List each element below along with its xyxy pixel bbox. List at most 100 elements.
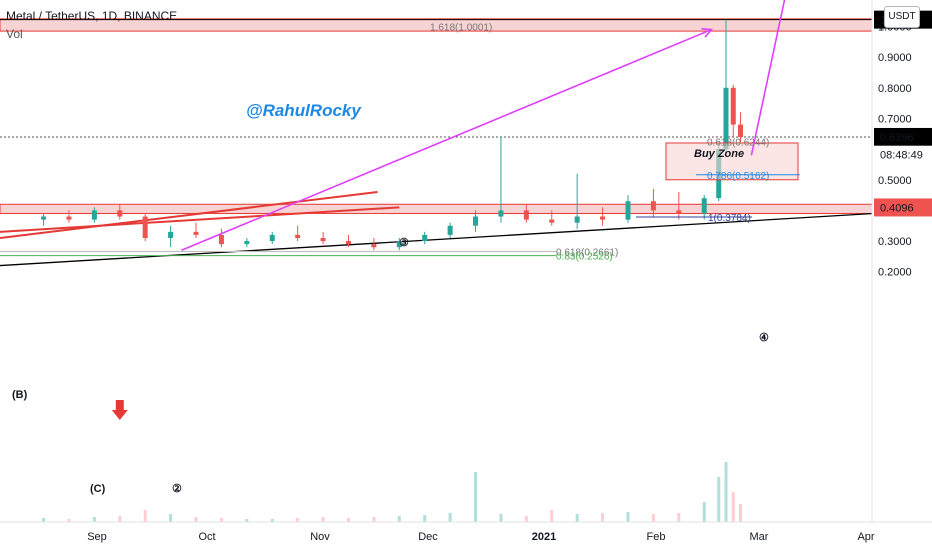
fib-level-label: 1(0.3784) — [708, 213, 751, 224]
volume-bar — [448, 513, 452, 522]
candle-body[interactable] — [549, 219, 555, 223]
wave-label: (B) — [12, 389, 28, 401]
candle-body[interactable] — [218, 234, 224, 245]
time-tick-label: Feb — [647, 531, 666, 543]
candle-body[interactable] — [66, 216, 72, 220]
volume-bar — [118, 516, 122, 522]
candle-body[interactable] — [723, 87, 729, 150]
candle-body[interactable] — [650, 201, 656, 211]
volume-bar — [626, 512, 630, 522]
buy-zone-box[interactable] — [665, 142, 799, 181]
fib-level-label: 0.83(0.2526) — [556, 252, 613, 263]
volume-bar — [524, 516, 528, 522]
fib-level-label: 0.786(0.5162) — [707, 171, 769, 182]
volume-bar — [194, 517, 198, 522]
price-tick-label: 0.9000 — [878, 52, 912, 64]
candle-body[interactable] — [422, 234, 428, 242]
fib-level-label: 1.618(1.0001) — [430, 22, 492, 33]
price-badge-label: 08:48:49 — [880, 150, 923, 162]
candle-body[interactable] — [193, 231, 199, 235]
volume-bar — [423, 515, 427, 522]
volume-bar — [474, 472, 478, 522]
time-tick-label: Apr — [857, 531, 874, 543]
watermark-text: @RahulRocky — [246, 101, 361, 120]
volume-bar — [724, 462, 728, 522]
time-tick-label: 2021 — [532, 531, 556, 543]
candle-body[interactable] — [117, 210, 123, 217]
candle-body[interactable] — [738, 124, 744, 137]
buy-zone-label: Buy Zone — [694, 148, 744, 160]
candle-body[interactable] — [168, 231, 174, 238]
volume-bar — [42, 518, 46, 522]
volume-bar — [601, 513, 605, 522]
candle-body[interactable] — [523, 210, 529, 220]
candle-body[interactable] — [676, 210, 682, 214]
candle-body[interactable] — [345, 241, 351, 245]
candle-body[interactable] — [91, 210, 97, 220]
time-tick-label: Oct — [198, 531, 215, 543]
volume-bar — [270, 519, 274, 522]
volume-bar — [702, 502, 706, 522]
wave-label: ② — [172, 483, 182, 495]
wave-label: (C) — [90, 483, 106, 495]
candle-body[interactable] — [269, 234, 275, 242]
candle-body[interactable] — [396, 241, 402, 248]
candle-body[interactable] — [625, 201, 631, 220]
candle-body[interactable] — [701, 198, 707, 214]
time-tick-label: Mar — [750, 531, 769, 543]
volume-bar — [397, 516, 401, 522]
time-tick-label: Dec — [418, 531, 438, 543]
down-arrow-icon — [111, 400, 128, 420]
price-tick-label: 0.5000 — [878, 175, 912, 187]
price-badge — [874, 198, 932, 217]
candle-body[interactable] — [498, 210, 504, 217]
volume-bar — [296, 518, 300, 522]
fib-level-label: 0.618(0.6244) — [707, 138, 769, 149]
currency-button[interactable]: USDT — [884, 6, 920, 28]
price-tick-label: 1.1000 — [878, 0, 912, 3]
volume-bar — [245, 519, 249, 522]
projection-arrow — [181, 28, 712, 251]
volume-bar — [372, 517, 376, 522]
volume-bar — [143, 510, 147, 522]
candle-body[interactable] — [371, 244, 377, 248]
price-badge-label: 0.4096 — [880, 202, 914, 214]
volume-bar — [346, 518, 350, 522]
candle-body[interactable] — [295, 234, 301, 238]
price-badge — [874, 127, 932, 146]
volume-bar — [677, 513, 681, 522]
candle-body[interactable] — [730, 87, 736, 125]
candle-body[interactable] — [447, 225, 453, 235]
wave-label: ④ — [759, 332, 769, 344]
symbol-header: Metal / TetherUS, 1D, BINANCE — [6, 9, 178, 23]
price-tick-label: 0.8000 — [878, 83, 912, 95]
volume-bar — [499, 514, 503, 522]
time-tick-label: Nov — [310, 531, 330, 543]
time-axis-bg — [0, 522, 932, 550]
price-tick-label: 0.2000 — [878, 267, 912, 279]
fib-level-label: 0.618(0.2661) — [556, 247, 618, 258]
candle-body[interactable] — [574, 216, 580, 223]
candle-body[interactable] — [244, 241, 250, 245]
volume-bar — [321, 517, 325, 522]
volume-bar — [575, 514, 579, 522]
price-badge — [874, 145, 932, 164]
price-tick-label: 0.3000 — [878, 236, 912, 248]
candle-body[interactable] — [600, 216, 606, 220]
volume-bar — [169, 514, 173, 522]
trendline — [0, 206, 400, 233]
volume-bar — [92, 517, 96, 522]
candle-body[interactable] — [320, 237, 326, 242]
price-axis-bg — [872, 0, 932, 522]
candle-body[interactable] — [41, 216, 47, 220]
time-tick-label: Sep — [87, 531, 107, 543]
wave-label: ③ — [399, 237, 409, 249]
candle-body[interactable] — [142, 216, 148, 238]
volume-bar — [550, 510, 554, 522]
volume-bar — [739, 504, 743, 522]
volume-bar — [651, 514, 655, 522]
volume-bar — [219, 518, 223, 522]
candle-body[interactable] — [473, 216, 479, 226]
